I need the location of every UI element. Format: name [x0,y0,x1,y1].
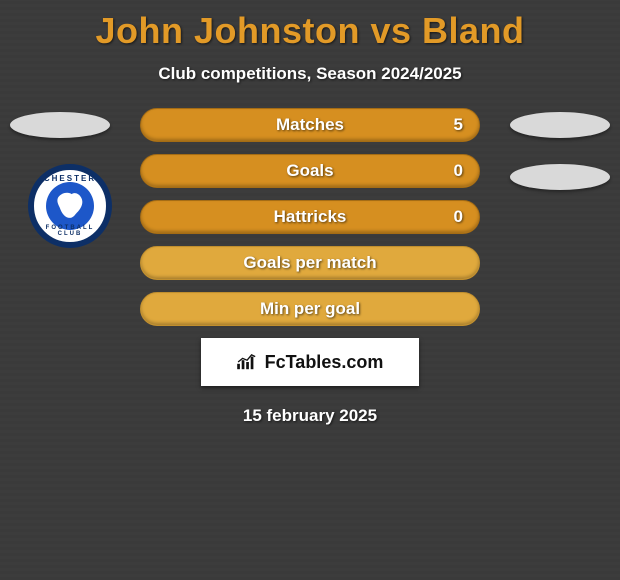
crest-outer-ring: CHESTER FOOTBALL CLUB [28,164,112,248]
crest-inner [46,182,94,230]
stat-value: 5 [454,115,463,135]
player-left-shadow [10,112,110,138]
wolf-icon [53,189,87,223]
stat-label: Matches [141,115,479,135]
player-right-shadow-2 [510,164,610,190]
player-left-crest: CHESTER FOOTBALL CLUB [28,164,112,248]
stat-value: 0 [454,161,463,181]
branding-text: FcTables.com [265,352,384,373]
branding-box[interactable]: FcTables.com [201,338,419,386]
stat-row-goals: Goals 0 [140,154,480,188]
barchart-icon [237,353,259,371]
stat-label: Min per goal [141,299,479,319]
stat-label: Goals per match [141,253,479,273]
stat-row-hattricks: Hattricks 0 [140,200,480,234]
stat-label: Goals [141,161,479,181]
stat-row-min-per-goal: Min per goal [140,292,480,326]
stat-row-goals-per-match: Goals per match [140,246,480,280]
stat-label: Hattricks [141,207,479,227]
crest-text-top: CHESTER [34,174,106,183]
crest-text-bottom: FOOTBALL CLUB [34,225,106,237]
page-subtitle: Club competitions, Season 2024/2025 [0,64,620,84]
page-title: John Johnston vs Bland [0,0,620,52]
stat-value: 0 [454,207,463,227]
stat-row-matches: Matches 5 [140,108,480,142]
player-right-shadow-1 [510,112,610,138]
footer-date: 15 february 2025 [140,406,480,426]
stats-bars: Matches 5 Goals 0 Hattricks 0 Goals per … [140,108,480,426]
